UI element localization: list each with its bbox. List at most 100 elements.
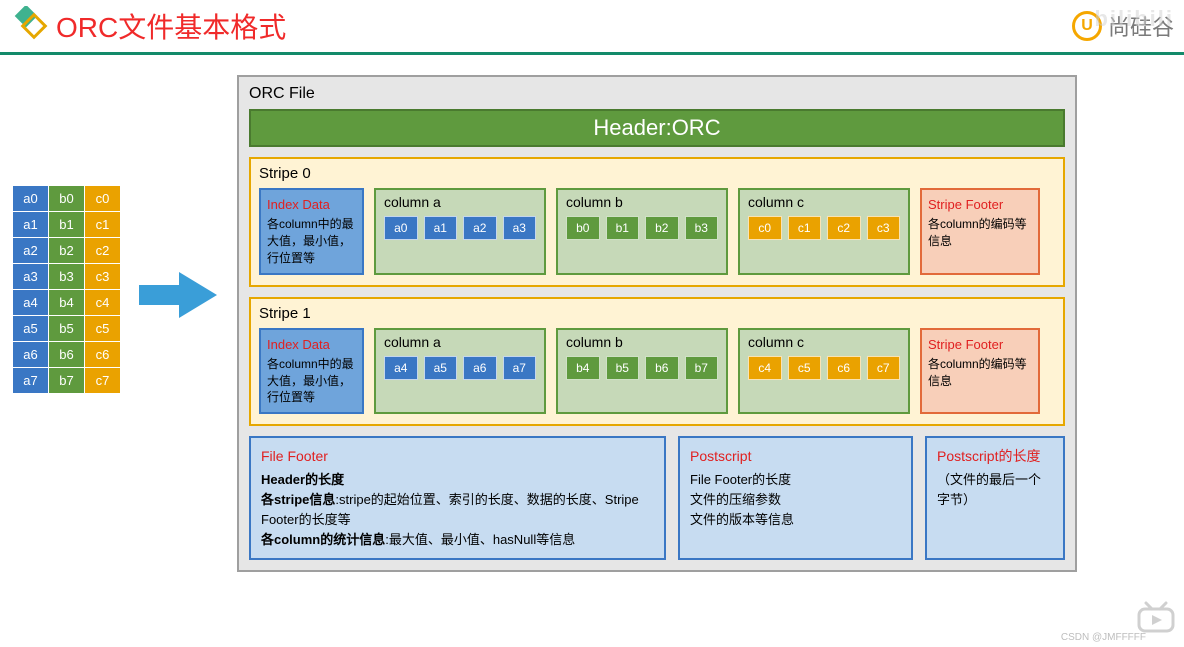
stripe-footer-box: Stripe Footer各column的编码等信息	[920, 188, 1040, 275]
table-cell: c0	[85, 186, 121, 212]
table-cell: c1	[85, 212, 121, 238]
orc-file-title: ORC File	[249, 85, 1065, 103]
ff-line3-b: 各column的统计信息	[261, 532, 385, 547]
table-cell: c3	[85, 264, 121, 290]
column-box-a: column a a0a1a2a3	[374, 188, 546, 275]
tv-watermark-icon	[1136, 601, 1176, 633]
data-cell: b7	[685, 356, 719, 380]
column-box-b: column b b4b5b6b7	[556, 328, 728, 415]
data-cell: c0	[748, 216, 782, 240]
source-table: a0b0c0a1b1c1a2b2c2a3b3c3a4b4c4a5b5c5a6b6…	[12, 185, 121, 394]
table-cell: a2	[13, 238, 49, 264]
column-title: column b	[566, 334, 718, 350]
table-cell: a4	[13, 290, 49, 316]
postscript-len-title: Postscript的长度	[937, 446, 1053, 468]
data-cell: b3	[685, 216, 719, 240]
table-cell: b6	[49, 342, 85, 368]
cells-row: a4a5a6a7	[384, 356, 536, 380]
stripe-row: Index Data 各column中的最大值，最小值，行位置等 column a a…	[259, 188, 1055, 275]
table-row: a6b6c6	[13, 342, 121, 368]
column-title: column a	[384, 194, 536, 210]
table-row: a0b0c0	[13, 186, 121, 212]
stripe-footer-box: Stripe Footer 各column的编码等信息	[920, 328, 1040, 415]
cells-row: b0b1b2b3	[566, 216, 718, 240]
table-cell: b1	[49, 212, 85, 238]
table-row: a1b1c1	[13, 212, 121, 238]
table-cell: b3	[49, 264, 85, 290]
data-cell: a4	[384, 356, 418, 380]
file-footer-title: File Footer	[261, 446, 654, 468]
postscript-box: Postscript File Footer的长度 文件的压缩参数 文件的版本等…	[678, 436, 913, 560]
index-data-desc: 各column中的最大值，最小值，行位置等	[267, 356, 356, 406]
content-area: a0b0c0a1b1c1a2b2c2a3b3c3a4b4c4a5b5c5a6b6…	[0, 55, 1184, 582]
stripe-title: Stripe 0	[259, 165, 1055, 182]
table-cell: b7	[49, 368, 85, 394]
data-cell: c6	[827, 356, 861, 380]
column-title: column b	[566, 194, 718, 210]
table-row: a3b3c3	[13, 264, 121, 290]
stripe-footer-desc: 各column的编码等信息	[928, 356, 1032, 390]
data-cell: a3	[503, 216, 537, 240]
data-cell: b0	[566, 216, 600, 240]
data-cell: a2	[463, 216, 497, 240]
table-row: a4b4c4	[13, 290, 121, 316]
stripe-footer-title: Stripe Footer	[928, 336, 1032, 354]
ps-line2: 文件的压缩参数	[690, 490, 901, 510]
arrow-icon	[139, 270, 219, 325]
table-cell: a5	[13, 316, 49, 342]
table-row: a7b7c7	[13, 368, 121, 394]
ff-line2-b: 各stripe信息	[261, 492, 335, 507]
table-cell: c5	[85, 316, 121, 342]
data-cell: c1	[788, 216, 822, 240]
table-cell: b0	[49, 186, 85, 212]
top-bar: ORC文件基本格式 U 尚硅谷	[0, 0, 1184, 55]
table-cell: c2	[85, 238, 121, 264]
page-title: ORC文件基本格式	[56, 6, 286, 46]
data-cell: c2	[827, 216, 861, 240]
table-cell: b5	[49, 316, 85, 342]
data-cell: b1	[606, 216, 640, 240]
table-cell: a7	[13, 368, 49, 394]
table-row: a2b2c2	[13, 238, 121, 264]
table-cell: a3	[13, 264, 49, 290]
data-cell: c5	[788, 356, 822, 380]
data-cell: a1	[424, 216, 458, 240]
cells-row: c0c1c2c3	[748, 216, 900, 240]
data-cell: a0	[384, 216, 418, 240]
ghost-watermark: bilibili	[1094, 6, 1174, 32]
data-cell: c7	[867, 356, 901, 380]
postscript-len-desc: （文件的最后一个字节）	[937, 470, 1053, 510]
table-cell: b4	[49, 290, 85, 316]
data-cell: a6	[463, 356, 497, 380]
table-cell: a1	[13, 212, 49, 238]
orc-header-bar: Header:ORC	[249, 109, 1065, 147]
index-data-desc: 各column中的最大值，最小值，行位置等	[267, 216, 356, 266]
postscript-title: Postscript	[690, 446, 901, 468]
csdn-watermark: CSDN @JMFFFFF	[1061, 632, 1146, 643]
column-title: column c	[748, 334, 900, 350]
column-box-b: column b b0b1b2b3	[556, 188, 728, 275]
column-box-c: column c c0c1c2c3	[738, 188, 910, 275]
ps-line1: File Footer的长度	[690, 470, 901, 490]
file-footer-box: File Footer Header的长度 各stripe信息:stripe的起…	[249, 436, 666, 560]
cells-row: b4b5b6b7	[566, 356, 718, 380]
stripe-row: Index Data各column中的最大值，最小值，行位置等column aa…	[259, 328, 1055, 415]
table-cell: c7	[85, 368, 121, 394]
data-cell: c3	[867, 216, 901, 240]
table-cell: a0	[13, 186, 49, 212]
stripe-footer-desc: 各column的编码等信息	[928, 216, 1032, 250]
table-cell: b2	[49, 238, 85, 264]
data-cell: c4	[748, 356, 782, 380]
column-box-c: column c c4c5c6c7	[738, 328, 910, 415]
cells-row: a0a1a2a3	[384, 216, 536, 240]
index-data-title: Index Data	[267, 196, 356, 214]
table-cell: c6	[85, 342, 121, 368]
orc-file-box: ORC File Header:ORC Stripe 0 Index Data 各c…	[237, 75, 1077, 572]
stripe-title: Stripe 1	[259, 305, 1055, 322]
cells-row: c4c5c6c7	[748, 356, 900, 380]
ff-line3-t: :最大值、最小值、hasNull等信息	[385, 532, 575, 547]
table-cell: c4	[85, 290, 121, 316]
data-cell: b6	[645, 356, 679, 380]
ff-line1: Header的长度	[261, 472, 344, 487]
column-title: column c	[748, 194, 900, 210]
